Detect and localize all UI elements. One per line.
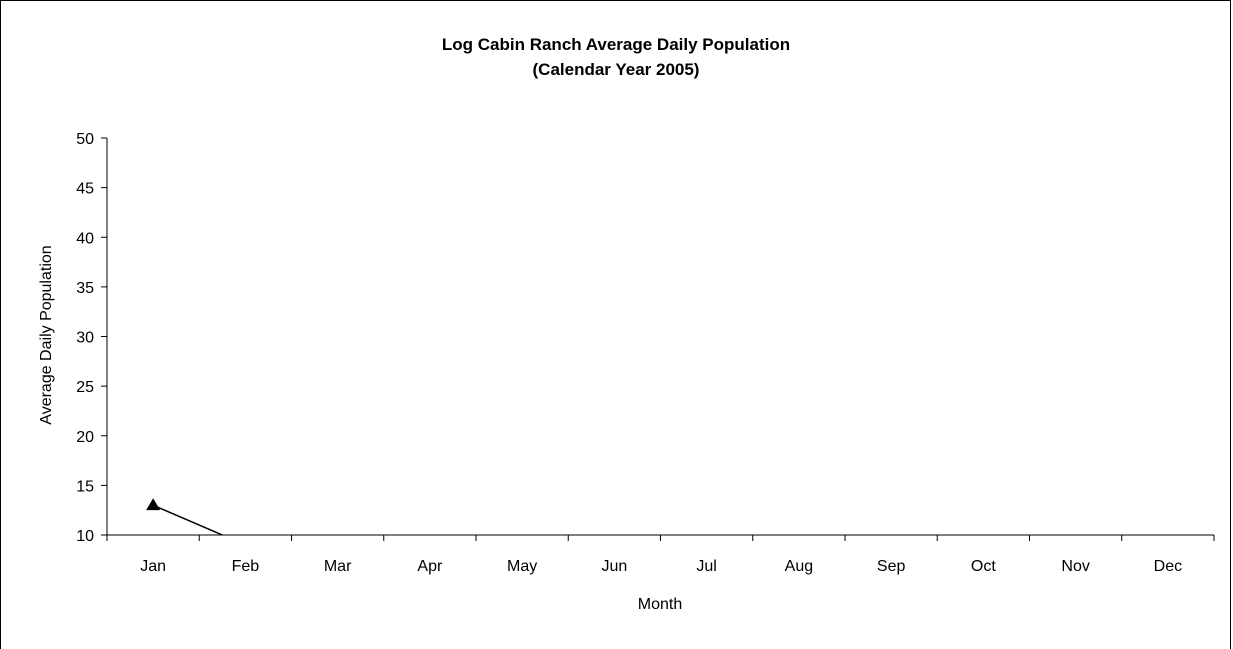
x-tick-label: Jan (140, 558, 166, 575)
x-tick-label: Mar (324, 558, 352, 575)
y-tick-label: 10 (76, 528, 94, 545)
x-tick-label: Aug (785, 558, 813, 575)
axes: 10 15 20 25 30 35 40 45 50 Jan Feb Mar Apr May Jun Jul A… (76, 131, 1215, 575)
y-tick-label: 30 (76, 330, 94, 347)
y-tick-label: 50 (76, 131, 94, 148)
x-tick-label: Jun (601, 558, 627, 575)
y-tick-label: 35 (76, 280, 94, 297)
series-line-group (152, 504, 225, 535)
data-point-triangle (146, 498, 161, 511)
x-tick-label: Apr (417, 558, 443, 575)
x-tick-label: Sep (877, 558, 906, 575)
x-tick-label: Feb (232, 558, 260, 575)
plot-area (146, 498, 225, 535)
y-tick-label: 25 (76, 379, 94, 396)
x-tick-label: Jul (696, 558, 716, 575)
x-tick-label: Dec (1154, 558, 1182, 575)
chart-title: Log Cabin Ranch Average Daily Population (442, 35, 790, 54)
x-tick-label: Nov (1061, 558, 1089, 575)
series-line (152, 504, 225, 535)
y-axis-title: Average Daily Population (38, 245, 55, 424)
x-tick-label: Oct (971, 558, 996, 575)
x-tick-label: May (507, 558, 537, 575)
y-tick-label: 45 (76, 181, 94, 198)
y-tick-label: 20 (76, 429, 94, 446)
chart-subtitle: (Calendar Year 2005) (533, 60, 700, 79)
y-tick-label: 40 (76, 230, 94, 247)
x-axis-title: Month (638, 596, 682, 613)
y-tick-label: 15 (76, 478, 94, 495)
